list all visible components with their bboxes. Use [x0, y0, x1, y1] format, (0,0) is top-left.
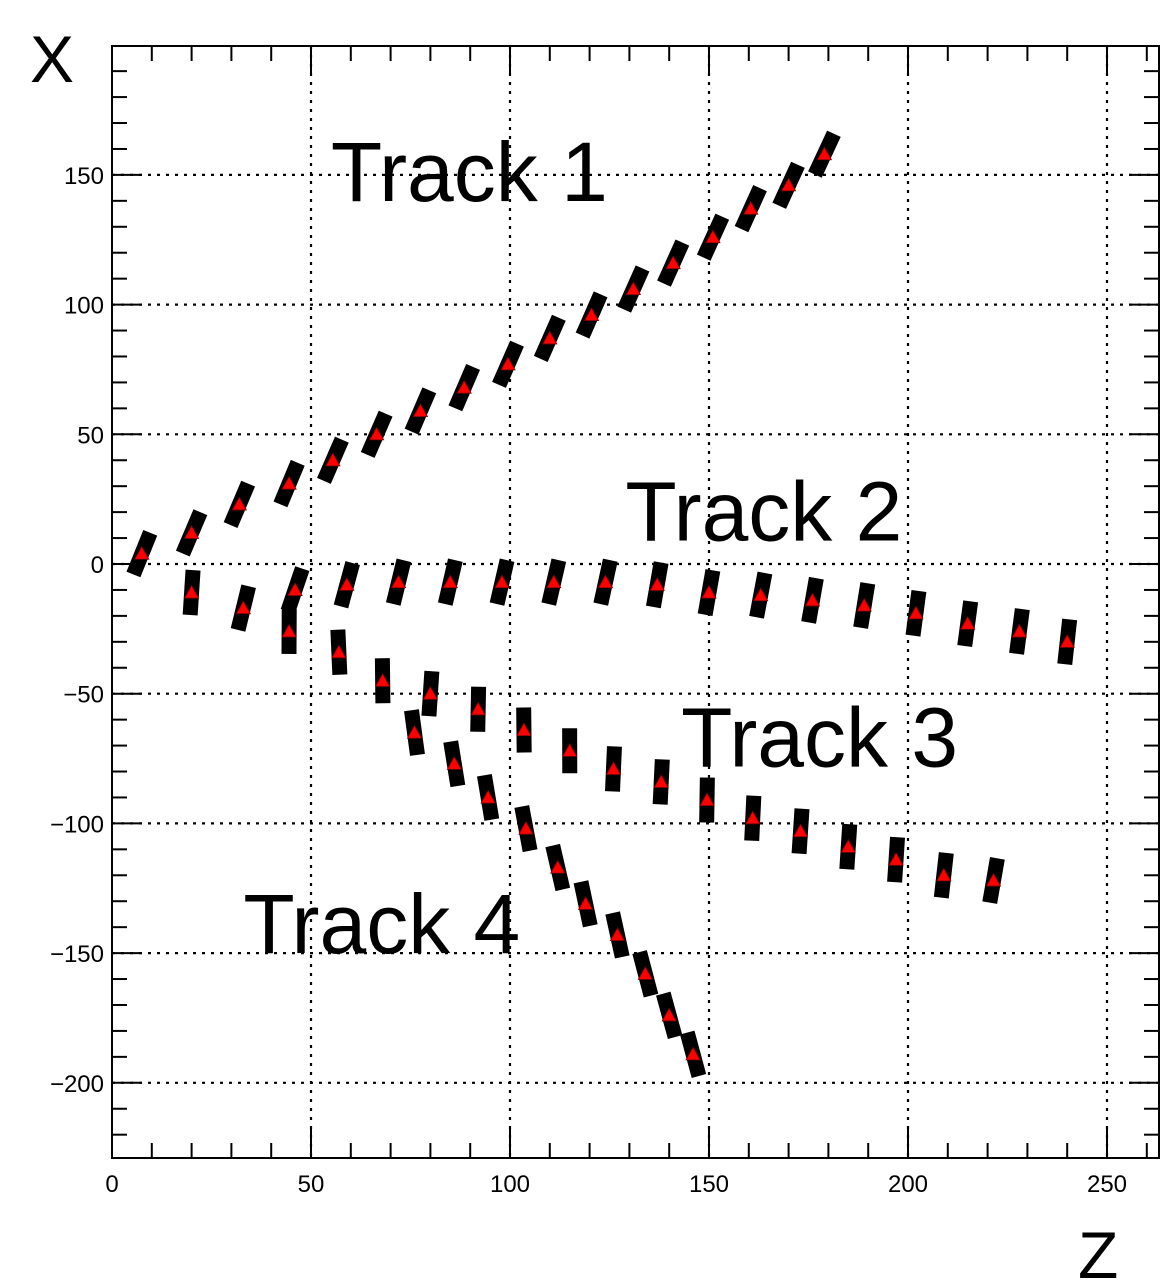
fit-point-marker	[390, 574, 407, 589]
fit-point-marker	[908, 605, 924, 620]
fit-point-marker	[374, 672, 391, 687]
fit-point-marker	[331, 644, 347, 659]
fit-point-marker	[494, 574, 510, 589]
fit-point-marker	[701, 584, 717, 599]
fit-point-marker	[840, 838, 856, 853]
fit-point-marker	[577, 895, 594, 910]
y-tick-label: −200	[50, 1071, 104, 1098]
fit-point-marker	[562, 742, 578, 757]
fit-point-marker	[661, 1007, 677, 1022]
fit-point-marker	[183, 584, 200, 599]
fit-point-marker	[583, 307, 600, 321]
track-annotation: Track 4	[243, 877, 520, 971]
fit-point-marker	[745, 810, 761, 825]
fit-point-marker	[456, 379, 472, 394]
fit-point-marker	[325, 452, 341, 467]
fit-point-marker	[406, 724, 423, 739]
track-annotation: Track 1	[331, 125, 608, 219]
fit-point-marker	[609, 927, 626, 941]
fit-point-marker	[518, 820, 534, 835]
fit-point-marker	[235, 600, 252, 615]
fit-point-marker	[281, 623, 297, 638]
fit-point-marker	[1011, 623, 1028, 638]
fit-point-marker	[753, 587, 769, 602]
tick-labels: 0 50 100 150 200 250 −200 −150 −100 −50 0 50 100 150	[50, 163, 1127, 1198]
grid-lines	[112, 46, 1159, 1158]
fit-point-marker	[960, 615, 976, 630]
fit-point-marker	[985, 872, 1002, 887]
fit-point-marker	[597, 574, 614, 589]
fit-point-marker	[665, 255, 681, 270]
fit-point-marker	[888, 851, 904, 866]
fit-point-marker	[637, 966, 653, 980]
fit-point-marker	[780, 177, 797, 192]
fit-point-marker	[625, 281, 642, 296]
fit-point-marker	[856, 597, 872, 612]
fit-point-marker	[685, 1046, 701, 1061]
fit-point-marker	[546, 574, 562, 589]
x-tick-label: 250	[1087, 1171, 1127, 1198]
track-annotation: Track 3	[681, 690, 958, 784]
fit-point-marker	[516, 722, 532, 737]
fit-point-marker	[368, 426, 385, 441]
fit-point-marker	[134, 545, 150, 560]
x-tick-label: 100	[490, 1171, 530, 1198]
x-tick-label: 50	[298, 1171, 325, 1198]
track-annotation: Track 2	[625, 465, 902, 559]
fit-point-marker	[936, 867, 952, 882]
fit-point-marker	[816, 146, 833, 161]
fit-point-marker	[287, 582, 303, 596]
fit-point-marker	[1059, 633, 1075, 648]
x-axis-label: Z	[1078, 1218, 1118, 1284]
fit-point-marker	[412, 403, 429, 417]
fit-point-marker	[446, 755, 462, 770]
y-tick-label: 150	[64, 163, 104, 190]
x-tick-label: 200	[888, 1171, 928, 1198]
fit-point-marker	[804, 592, 821, 607]
plot-frame	[111, 45, 1160, 1159]
fit-point-marker	[699, 792, 715, 807]
fit-point-marker	[550, 859, 566, 874]
fit-point-marker	[500, 356, 516, 371]
axis-ticks	[111, 46, 1159, 1158]
fit-point-marker	[743, 200, 759, 215]
data-points	[126, 130, 1078, 1078]
fit-point-marker	[442, 574, 458, 589]
fit-point-marker	[183, 525, 200, 539]
y-tick-label: −100	[50, 811, 104, 838]
fit-point-marker	[470, 701, 486, 716]
fit-point-marker	[480, 789, 496, 804]
fit-point-marker	[649, 576, 665, 591]
y-tick-label: −150	[50, 941, 104, 968]
y-tick-label: 50	[77, 422, 104, 449]
x-tick-label: 0	[105, 1171, 118, 1198]
fit-point-marker	[542, 330, 558, 345]
fit-point-marker	[281, 475, 297, 490]
fit-point-marker	[653, 774, 669, 788]
fit-point-marker	[231, 496, 248, 511]
fit-point-marker	[705, 229, 721, 244]
fit-point-marker	[422, 685, 439, 700]
fit-point-marker	[339, 576, 355, 591]
fit-point-marker	[792, 823, 809, 838]
y-axis-label: X	[30, 22, 74, 96]
fit-point-marker	[605, 761, 622, 775]
track-annotations: Track 1 Track 2 Track 3 Track 4	[243, 125, 958, 971]
y-tick-label: 100	[64, 293, 104, 320]
y-tick-label: 0	[91, 552, 104, 579]
x-tick-label: 150	[689, 1171, 729, 1198]
y-tick-label: −50	[63, 682, 104, 709]
